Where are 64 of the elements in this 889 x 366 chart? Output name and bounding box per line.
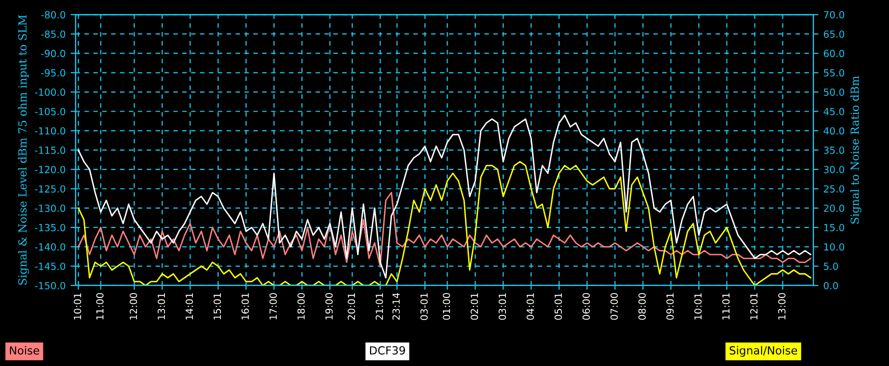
y2-tick-label: 55.0 — [824, 69, 844, 77]
y2-tick-label: 50.0 — [824, 88, 844, 96]
y-tick-label: -95.0 — [41, 69, 66, 77]
x-tick-label: 06:00 — [582, 293, 590, 320]
x-tick-label: 07:00 — [610, 293, 618, 320]
y-tick-label: -105.0 — [34, 108, 66, 116]
x-tick-label: 20:01 — [348, 293, 356, 320]
y-tick-label: -115.0 — [34, 146, 66, 154]
y-tick-label: -130.0 — [34, 204, 66, 212]
y2-tick-label: 0.0 — [824, 282, 838, 290]
x-tick-label: 12:01 — [750, 293, 758, 320]
y2-tick-label: 70.0 — [824, 11, 844, 18]
y2-tick-label: 35.0 — [824, 146, 844, 154]
y2-tick-label: 15.0 — [824, 224, 844, 232]
y-tick-label: -135.0 — [34, 224, 66, 232]
x-tick-label: 17:00 — [269, 293, 277, 320]
x-tick-label: 16:01 — [242, 293, 249, 320]
y-axis-title: Signal & Noise Level dBm 75 ohm input to SLM — [18, 15, 29, 285]
x-tick-label: 03-01 — [420, 293, 428, 320]
x-tick-label: 03:01 — [498, 293, 506, 320]
x-tick-label: 09:01 — [666, 293, 674, 320]
text: Noise — [10, 346, 40, 355]
y-tick-label: -125.0 — [34, 185, 66, 193]
y-tick-label: -120.0 — [34, 166, 66, 174]
line-series — [78, 114, 812, 278]
y2-tick-label: 5.0 — [824, 262, 838, 270]
x-tick-label: 02:01 — [470, 293, 478, 320]
x-tick-label: 21:01 — [376, 293, 384, 320]
x-tick-label: 04:01 — [526, 293, 534, 320]
text: Signal/Noise — [730, 346, 798, 357]
x-tick-label: 13:00 — [778, 293, 786, 320]
x-tick-label: 11:00 — [96, 293, 104, 320]
text: DCF39 — [370, 346, 405, 355]
y2-tick-label: 65.0 — [824, 30, 844, 38]
x-tick-label: 08:00 — [638, 293, 646, 320]
x-tick-label: 23:14 — [392, 292, 400, 320]
line-series — [78, 192, 812, 267]
x-tick-label: 18:00 — [297, 293, 305, 320]
y-tick-label: -85.0 — [41, 30, 66, 38]
y-tick-label: -80.0 — [41, 11, 66, 18]
x-tick-label: 10:01 — [694, 293, 702, 320]
x-tick-label: 19:00 — [325, 293, 333, 320]
y-tick-label: -100.0 — [34, 88, 66, 96]
y-tick-label: -140.0 — [34, 243, 66, 251]
y2-tick-label: 45.0 — [824, 108, 844, 116]
x-tick-label: 12:00 — [130, 293, 138, 320]
y-tick-label: -150.0 — [34, 282, 66, 290]
y2-axis-title: Signal to Noise Ratio dBm — [850, 76, 862, 224]
y2-tick-label: 10.0 — [824, 243, 844, 251]
x-tick-label: 11:01 — [722, 293, 730, 320]
x-tick-label: 05:01 — [554, 293, 562, 320]
y2-tick-label: 20.0 — [824, 204, 844, 212]
x-tick-label: 13:01 — [158, 293, 166, 320]
y-tick-label: -90.0 — [41, 50, 66, 58]
x-tick-label: 01:00 — [442, 293, 450, 320]
x-tick-label: 10:01 — [74, 293, 82, 320]
y2-tick-label: 40.0 — [824, 127, 844, 135]
y-tick-label: -110.0 — [34, 127, 66, 135]
y2-tick-label: 60.0 — [824, 50, 844, 58]
y-tick-label: -145.0 — [34, 262, 66, 270]
x-tick-label: 14:01 — [186, 293, 193, 320]
y2-tick-label: 30.0 — [824, 166, 844, 174]
x-tick-label: 15:01 — [214, 293, 221, 320]
y2-tick-label: 25.0 — [824, 185, 844, 193]
